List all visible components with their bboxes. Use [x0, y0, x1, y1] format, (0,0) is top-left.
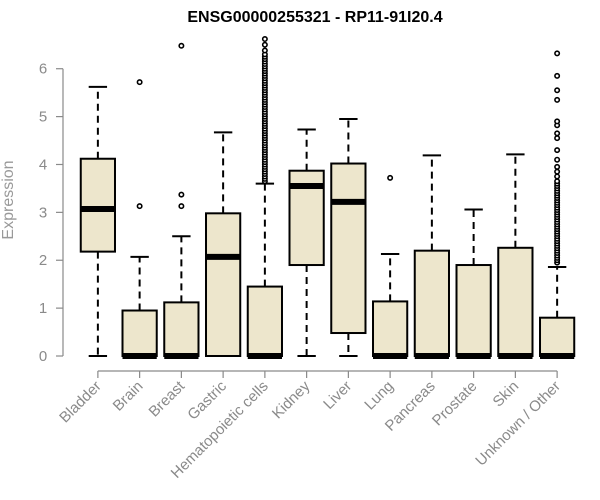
box-iqr	[79, 157, 116, 253]
outlier-point	[178, 42, 185, 49]
outlier-point	[554, 135, 561, 142]
x-tick-label: Brain	[110, 378, 147, 415]
outlier-point	[554, 178, 561, 185]
box-series	[79, 36, 576, 359]
box-iqr	[163, 301, 200, 358]
y-tick-label: 3	[39, 204, 47, 221]
y-tick-label: 6	[39, 61, 47, 78]
outlier-point	[554, 87, 561, 94]
x-tick-label: Bladder	[56, 378, 105, 427]
x-tick-label: Lung	[361, 378, 397, 414]
y-tick-label: 0	[39, 348, 47, 365]
box-iqr	[539, 316, 576, 357]
box-iqr	[455, 264, 492, 357]
outlier-point	[136, 203, 143, 210]
x-tick-label: Skin	[490, 378, 523, 411]
box-iqr	[121, 309, 158, 357]
outlier-point	[554, 96, 561, 103]
box-kidney	[288, 128, 325, 357]
box-skin	[497, 153, 534, 359]
outlier-point	[261, 41, 268, 48]
outlier-point	[554, 156, 561, 163]
outlier-point	[554, 163, 561, 170]
box-iqr	[497, 246, 534, 358]
outlier-point	[178, 203, 185, 210]
y-axis-label: Expression	[0, 160, 17, 239]
y-axis: 0 1 2 3 4 5 6	[39, 61, 64, 365]
y-tick-label: 4	[39, 156, 47, 173]
x-tick-label: Liver	[320, 378, 355, 413]
box-iqr	[413, 249, 450, 358]
y-tick-label: 1	[39, 300, 47, 317]
outlier-point	[136, 79, 143, 86]
outlier-point	[387, 174, 394, 181]
box-iqr	[372, 300, 409, 357]
x-tick-label: Breast	[146, 377, 189, 420]
outlier-point	[261, 47, 268, 54]
box-bladder	[79, 85, 116, 357]
box-unknown-other	[539, 50, 576, 359]
outlier-point	[554, 50, 561, 57]
outlier-point	[554, 168, 561, 175]
x-tick-label: Kidney	[269, 377, 314, 422]
box-iqr	[246, 285, 283, 357]
outlier-point	[178, 191, 185, 198]
box-hematopoietic-cells	[246, 36, 283, 359]
outlier-point	[554, 173, 561, 180]
y-tick-label: 2	[39, 252, 47, 269]
outlier-point	[261, 36, 268, 43]
box-pancreas	[413, 154, 450, 359]
box-lung	[372, 174, 409, 359]
box-iqr	[205, 212, 242, 357]
chart-title: ENSG00000255321 - RP11-91I20.4	[187, 9, 442, 26]
box-gastric	[205, 131, 242, 357]
outlier-point	[554, 130, 561, 137]
outlier-point	[554, 72, 561, 79]
box-breast	[163, 42, 200, 359]
y-tick-label: 5	[39, 109, 47, 126]
box-prostate	[455, 208, 492, 359]
box-liver	[330, 118, 367, 357]
box-brain	[121, 79, 158, 359]
outlier-point	[554, 118, 561, 125]
outlier-point	[554, 147, 561, 154]
x-tick-label: Prostate	[429, 378, 481, 430]
box-iqr	[330, 162, 367, 335]
